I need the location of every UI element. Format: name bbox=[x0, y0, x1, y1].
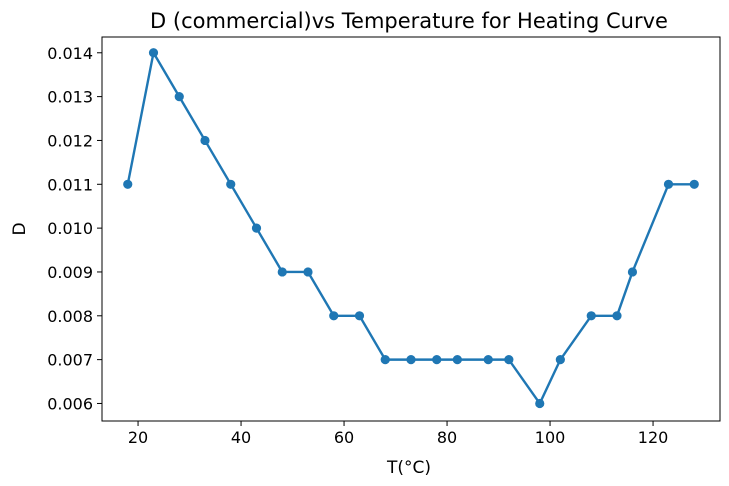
series-line bbox=[126, 51, 695, 405]
data-point bbox=[200, 135, 210, 146]
data-point bbox=[226, 179, 236, 189]
data-point bbox=[483, 355, 493, 365]
data-point bbox=[504, 355, 514, 365]
data-point bbox=[380, 355, 390, 365]
data-point bbox=[555, 355, 565, 365]
y-tick-label: 0.011 bbox=[47, 175, 93, 194]
data-point bbox=[123, 179, 133, 189]
data-point bbox=[586, 311, 596, 321]
y-tick-label: 0.010 bbox=[47, 219, 93, 238]
data-point bbox=[329, 311, 339, 321]
chart-title: D (commercial)vs Temperature for Heating… bbox=[150, 9, 668, 33]
plot-frame bbox=[101, 36, 721, 422]
data-point bbox=[174, 92, 184, 102]
y-tick-label: 0.013 bbox=[47, 88, 93, 107]
x-tick-label: 80 bbox=[437, 428, 457, 447]
x-tick-label: 60 bbox=[334, 428, 354, 447]
y-tick-label: 0.009 bbox=[47, 263, 93, 282]
data-point bbox=[148, 48, 159, 58]
x-tick-label: 100 bbox=[535, 428, 566, 447]
y-axis-label: D bbox=[10, 222, 30, 235]
x-tick-label: 40 bbox=[231, 428, 251, 447]
data-point bbox=[627, 267, 638, 277]
y-tick-label: 0.008 bbox=[47, 307, 93, 326]
plot-area: 20 40 60 80 100 120 0.006 0.007 0.008 0.009 0.010 0… bbox=[47, 36, 721, 447]
data-point bbox=[354, 311, 365, 321]
x-tick-label: 120 bbox=[638, 428, 669, 447]
data-point bbox=[406, 355, 416, 365]
x-tick-label: 20 bbox=[128, 428, 148, 447]
data-point bbox=[663, 179, 674, 189]
data-point bbox=[612, 311, 622, 321]
data-point bbox=[277, 267, 287, 277]
y-tick-label: 0.006 bbox=[47, 394, 93, 413]
data-point bbox=[303, 267, 313, 277]
y-tick-label: 0.007 bbox=[47, 351, 93, 370]
y-tick-label: 0.012 bbox=[47, 131, 93, 150]
data-point bbox=[251, 223, 262, 233]
data-point bbox=[452, 355, 462, 365]
data-point bbox=[432, 355, 442, 365]
x-axis-label: T(°C) bbox=[386, 458, 431, 478]
data-point bbox=[535, 398, 545, 409]
y-tick-label: 0.014 bbox=[47, 44, 93, 63]
data-point bbox=[689, 179, 699, 189]
